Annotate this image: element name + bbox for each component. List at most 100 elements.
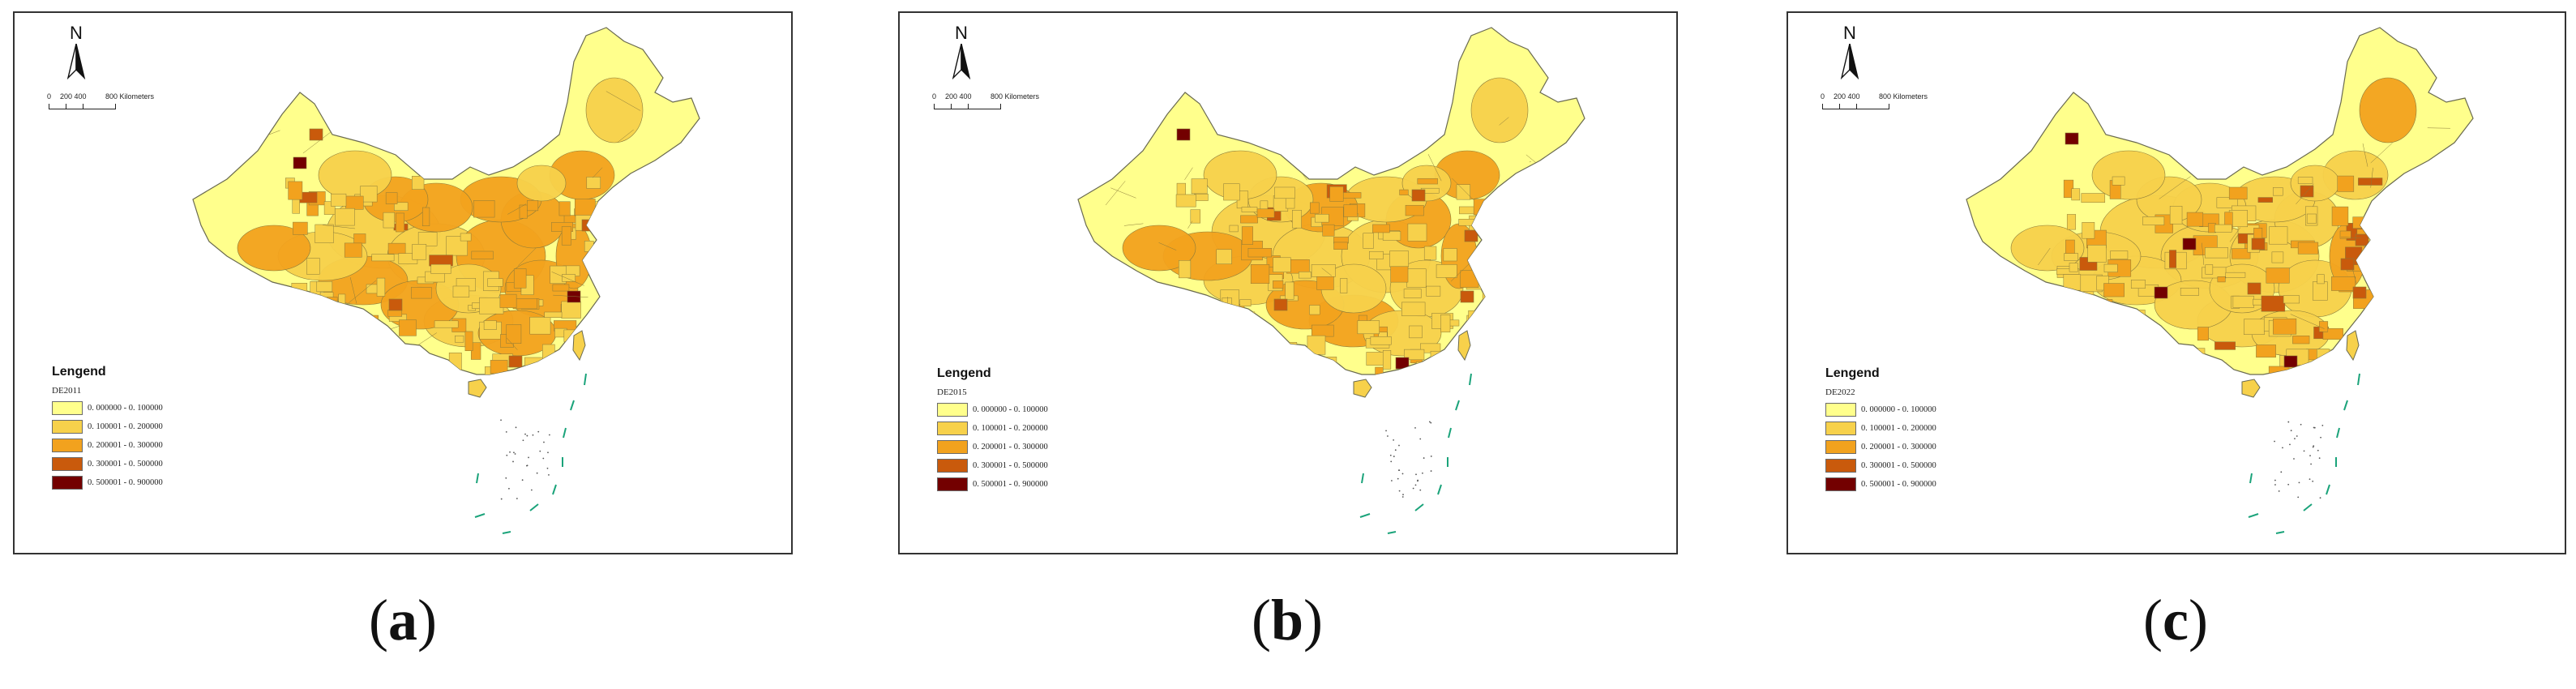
prefecture-cell [1436,264,1457,278]
prefecture-cell [362,318,370,333]
prefecture-cell [2149,332,2158,349]
scale-bar: 0 200 400 800 Kilometers [47,92,170,117]
island-dot [1393,439,1395,441]
legend-row: 0. 100001 - 0. 200000 [937,419,1140,438]
prefecture-cell [315,224,334,243]
legend-row: 0. 300001 - 0. 500000 [52,455,255,473]
island-dot [1398,444,1400,447]
prefecture-cell [1190,209,1200,224]
prefecture-cell [357,349,376,368]
prefecture-cell [2355,357,2365,374]
prefecture-cell [340,341,354,361]
prefecture-cell [2331,206,2349,226]
island-dot [500,498,503,500]
prefecture-cell [2122,360,2147,369]
prefecture-cell [1312,324,1334,337]
legend-swatch [937,477,968,491]
legend-range-label: 0. 200001 - 0. 300000 [973,443,1048,451]
prefecture-cell [1409,325,1423,339]
prefecture-cell [1244,323,1260,330]
island-dot [2293,458,2295,460]
island-dot [530,489,533,491]
prefecture-cell [1311,264,1336,277]
nine-dash-line-segment [1469,373,1472,386]
prefecture-cell [1273,345,1285,352]
prefecture-cell [1423,246,1437,260]
prefecture-cell [2367,216,2387,233]
prefecture-cell [2216,197,2238,208]
prefecture-cell [2064,253,2078,261]
prefecture-cell [1320,366,1327,374]
scale-label-800: 800 Kilometers [105,92,155,101]
prefecture-cell [1247,248,1272,258]
prefecture-cell [1404,349,1425,361]
island-dot [512,460,514,463]
prefecture-cell [364,315,379,323]
prefecture-cell [2283,295,2300,304]
scale-label-0: 0 [1821,92,1825,101]
nine-dash-line-segment [563,427,567,439]
prefecture-cell [292,198,300,214]
prefecture-cell [2358,340,2373,353]
island-dot [2298,481,2300,484]
island-dot [542,457,545,460]
panel-caption-c: (c) [2095,587,2257,654]
prefecture-cell [512,297,537,310]
prefecture-cell [2269,226,2288,245]
prefecture-cell [1403,289,1422,298]
island-dot [1412,487,1414,490]
prefecture-cell [2389,224,2407,238]
prefecture-cell [2347,366,2363,374]
prefecture-cell [1504,243,1513,259]
island-dot [515,426,517,429]
prefecture-cell [1216,249,1232,265]
island-dot [1415,473,1417,476]
prefecture-cell [2133,357,2147,364]
caption-paren-close: ) [417,588,437,653]
nine-dash-line-segment [2275,531,2285,534]
prefecture-cell [452,285,470,298]
island-dot [2309,455,2311,457]
prefecture-cell [2130,341,2152,351]
island-dot [2280,471,2283,473]
prefecture-cell [561,226,571,246]
prefecture-cell [586,177,601,189]
prefecture-cell [1484,336,1492,347]
prefecture-cell [2055,353,2077,362]
legend-variable: DE2022 [1825,387,1855,397]
prefecture-cell [1474,263,1496,274]
legend-variable: DE2015 [937,387,967,397]
island-dot [1430,456,1432,457]
prefecture-cell [1506,362,1518,374]
prefecture-cell [285,292,297,310]
north-label: N [1843,23,1856,43]
prefecture-cell [1382,350,1392,370]
island-dot [2312,446,2314,448]
prefecture-cell [1176,326,1193,345]
taiwan-island [572,330,586,362]
prefecture-cell [2169,250,2177,268]
nine-dash-line-segment [1414,503,1424,511]
prefecture-cell [1232,311,1256,327]
prefecture-cell [2134,310,2146,327]
legend-row: 0. 000000 - 0. 100000 [1825,400,2028,419]
island-dot [2303,450,2305,452]
prefecture-cell [316,281,333,293]
prefecture-cell [2179,362,2192,374]
prefecture-cell [2165,349,2176,364]
region-patch [1122,225,1196,272]
scale-label-0: 0 [47,92,52,101]
china-choropleth-map [1077,27,1585,534]
prefecture-cell [2126,362,2142,374]
prefecture-cell [1240,215,1258,224]
north-arrow: N [60,24,92,79]
legend: Lengend DE2022 0. 000000 - 0. 100000 0. 1… [1825,366,2028,494]
prefecture-cell [2087,245,2107,263]
prefecture-cell [306,258,320,275]
legend-swatch [52,401,83,415]
prefecture-cell [2366,250,2374,262]
prefecture-cell [1312,357,1337,374]
island-dot [1401,473,1404,475]
prefecture-cell [291,283,308,295]
prefecture-cell [599,233,609,253]
